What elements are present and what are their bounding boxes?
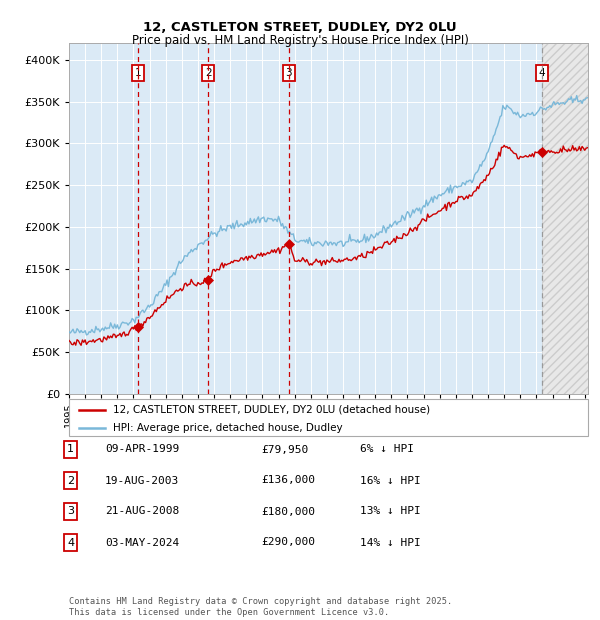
Text: HPI: Average price, detached house, Dudley: HPI: Average price, detached house, Dudl… xyxy=(113,423,343,433)
Text: 16% ↓ HPI: 16% ↓ HPI xyxy=(360,476,421,485)
Text: 3: 3 xyxy=(67,507,74,516)
Text: 21-AUG-2008: 21-AUG-2008 xyxy=(105,507,179,516)
Text: 09-APR-1999: 09-APR-1999 xyxy=(105,445,179,454)
Text: 12, CASTLETON STREET, DUDLEY, DY2 0LU (detached house): 12, CASTLETON STREET, DUDLEY, DY2 0LU (d… xyxy=(113,405,430,415)
Text: 19-AUG-2003: 19-AUG-2003 xyxy=(105,476,179,485)
Text: 13% ↓ HPI: 13% ↓ HPI xyxy=(360,507,421,516)
Text: Contains HM Land Registry data © Crown copyright and database right 2025.
This d: Contains HM Land Registry data © Crown c… xyxy=(69,598,452,617)
Text: 4: 4 xyxy=(539,68,545,78)
Text: £180,000: £180,000 xyxy=(261,507,315,516)
FancyBboxPatch shape xyxy=(69,399,588,436)
Text: 2: 2 xyxy=(205,68,211,78)
Text: £290,000: £290,000 xyxy=(261,538,315,547)
Bar xyxy=(542,43,588,394)
Text: Price paid vs. HM Land Registry's House Price Index (HPI): Price paid vs. HM Land Registry's House … xyxy=(131,34,469,46)
Text: 4: 4 xyxy=(67,538,74,547)
Text: £136,000: £136,000 xyxy=(261,476,315,485)
Text: 1: 1 xyxy=(134,68,141,78)
Text: 2: 2 xyxy=(67,476,74,485)
Text: 6% ↓ HPI: 6% ↓ HPI xyxy=(360,445,414,454)
Text: 14% ↓ HPI: 14% ↓ HPI xyxy=(360,538,421,547)
Text: 12, CASTLETON STREET, DUDLEY, DY2 0LU: 12, CASTLETON STREET, DUDLEY, DY2 0LU xyxy=(143,22,457,34)
Text: 1: 1 xyxy=(67,445,74,454)
Text: 03-MAY-2024: 03-MAY-2024 xyxy=(105,538,179,547)
Text: 3: 3 xyxy=(286,68,292,78)
Text: £79,950: £79,950 xyxy=(261,445,308,454)
